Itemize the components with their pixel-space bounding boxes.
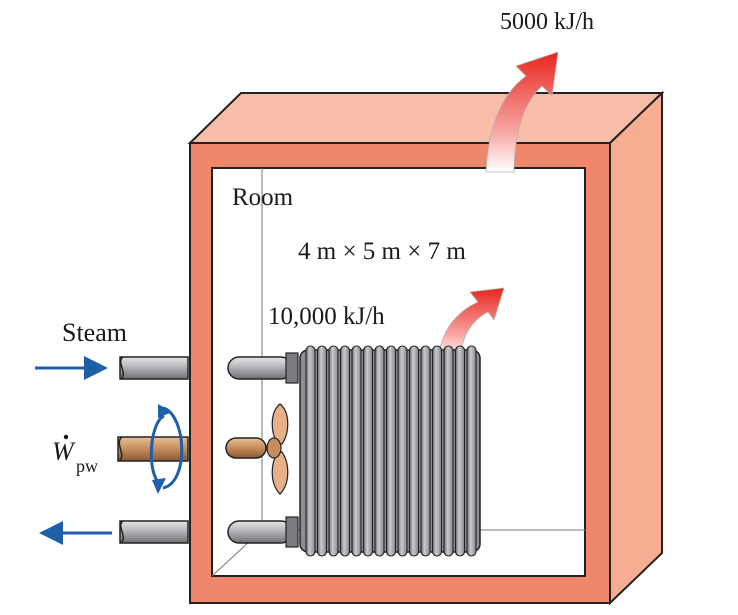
radiator-fin (420, 345, 431, 557)
rotation-arrow-icon (149, 404, 184, 494)
steam-inlet-pipe (119, 356, 189, 380)
radiator-fin (351, 345, 362, 557)
radiator-fin (339, 345, 351, 557)
radiator-fin (328, 345, 339, 557)
inner-inlet-pipe (227, 352, 299, 384)
fan-drive-shaft (117, 436, 189, 462)
wall-side-face (609, 90, 663, 606)
fan-blade-bottom (271, 451, 289, 495)
heater-output-label: 10,000 kJ/h (268, 303, 385, 330)
room-dimensions-label: 4 m × 5 m × 7 m (298, 238, 466, 265)
fan-shaft (225, 437, 267, 459)
work-rate-dot (63, 434, 69, 440)
radiator-fin (443, 345, 454, 557)
heater-heat-arrow-icon (437, 287, 505, 359)
steam-label: Steam (62, 318, 127, 347)
radiator-fin (431, 345, 443, 557)
heat-loss-arrow-icon (485, 51, 559, 173)
radiator-fin (397, 345, 408, 557)
inner-outlet-pipe (227, 516, 299, 548)
fan-power-label: W pw (52, 434, 98, 476)
wall-top-face (187, 92, 665, 144)
radiator-fin (305, 345, 316, 557)
fan-hub (266, 437, 282, 459)
heat-loss-label: 5000 kJ/h (500, 9, 594, 35)
work-symbol: W (52, 437, 76, 466)
radiator-fin (454, 345, 466, 557)
radiator-fin (408, 345, 420, 557)
radiator-fin (374, 345, 385, 557)
radiator-fin (316, 345, 328, 557)
steam-outlet-pipe (119, 520, 189, 544)
radiator-fin (362, 345, 374, 557)
fan-icon (225, 403, 289, 495)
radiator-fin (385, 345, 397, 557)
work-subscript: pw (76, 456, 98, 476)
radiator-icon (299, 345, 481, 557)
room-label: Room (232, 184, 294, 211)
fan-blade-top (271, 403, 289, 445)
radiator-fin (466, 345, 477, 557)
